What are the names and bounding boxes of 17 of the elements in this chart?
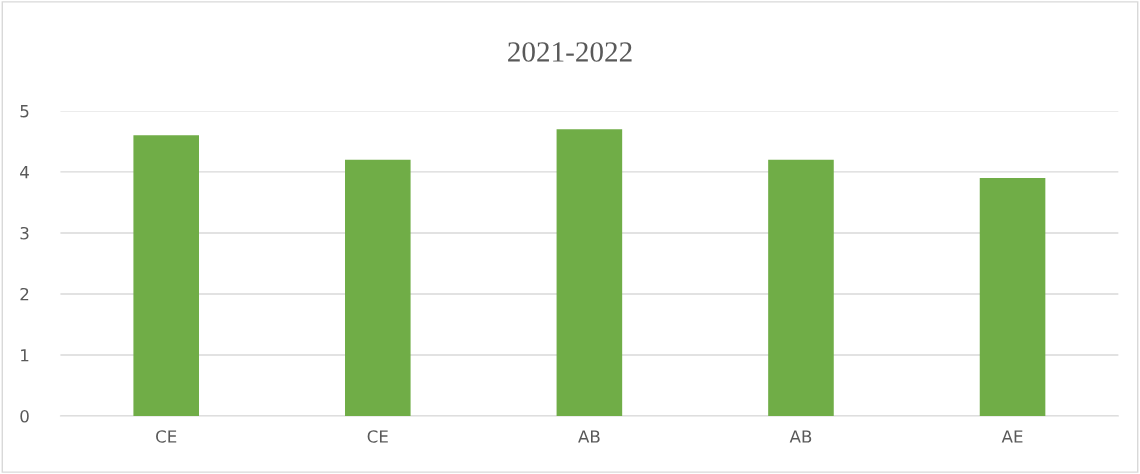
y-tick-label: 1 (21, 349, 29, 362)
bar (345, 159, 411, 416)
y-tick-label: 3 (20, 226, 29, 240)
x-tick-label: CE (367, 430, 388, 443)
y-tick-label: 5 (20, 105, 29, 118)
x-tick-label: AB (578, 430, 600, 443)
chart-title: 2021-2022 (508, 42, 632, 62)
bar (768, 159, 834, 416)
x-tick-label: AE (1001, 430, 1023, 443)
y-tick-label: 0 (20, 409, 29, 423)
y-tick-label: 2 (20, 287, 29, 301)
bar (979, 178, 1046, 416)
y-tick-label: 4 (20, 166, 29, 179)
bar (556, 129, 623, 416)
x-tick-label: AB (789, 430, 812, 443)
bar (133, 135, 200, 416)
x-tick-label: CE (156, 430, 177, 443)
